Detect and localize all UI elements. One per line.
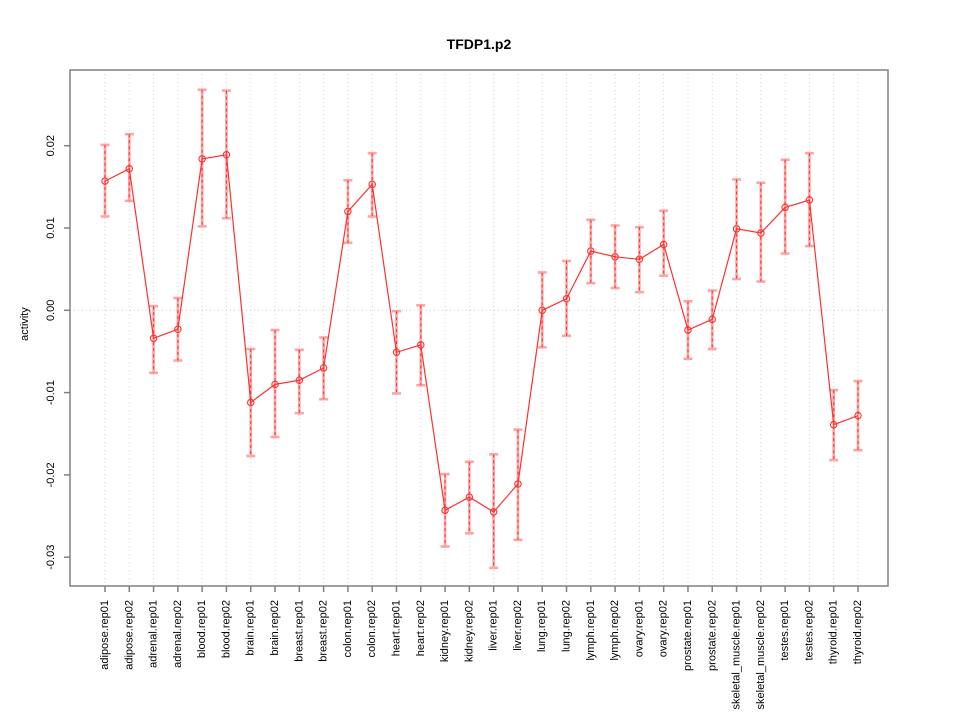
data-point: [805, 196, 814, 204]
x-tick-label: lung.rep02: [561, 600, 573, 652]
x-tick-label: thyroid.rep01: [828, 600, 840, 664]
data-point: [149, 334, 158, 343]
x-tick-label: adrenal.rep01: [148, 600, 160, 668]
x-tick-label: colon.rep01: [342, 600, 354, 658]
x-tick-label: adrenal.rep02: [172, 600, 184, 668]
x-tick-label: testes.rep01: [779, 600, 791, 661]
plot-frame: [69, 69, 889, 587]
y-axis-label: activity: [19, 307, 31, 341]
x-tick-label: heart.rep01: [390, 600, 402, 656]
x-tick-label: heart.rep02: [415, 600, 427, 656]
x-tick-label: lung.rep01: [536, 600, 548, 652]
y-tick-label: 0.01: [45, 217, 57, 238]
data-point: [417, 341, 425, 349]
data-point: [368, 180, 376, 189]
data-point: [222, 151, 231, 159]
error-bars: [100, 88, 863, 570]
x-tick-label: adipose.rep02: [123, 600, 135, 670]
y-tick-label: 0.02: [45, 135, 57, 156]
y-tick-label: -0.02: [45, 462, 57, 487]
data-point: [514, 480, 522, 488]
y-tick-label: 0.00: [45, 300, 57, 321]
x-tick-label: colon.rep02: [366, 600, 378, 658]
series-line: [104, 154, 859, 513]
x-tick-label: skeletal_muscle.rep01: [731, 600, 743, 709]
error-stems: [104, 89, 859, 568]
data-point: [854, 411, 862, 420]
data-point: [271, 380, 279, 389]
y-tick-label: -0.01: [45, 380, 57, 405]
data-point: [125, 165, 134, 173]
x-tick-label: testes.rep02: [803, 600, 815, 661]
data-point: [538, 306, 546, 315]
x-tick-label: liver.rep01: [488, 600, 500, 651]
x-tick-label: ovary.rep01: [633, 600, 645, 657]
data-point: [246, 398, 255, 407]
data-point: [732, 225, 741, 233]
data-point: [465, 493, 474, 501]
x-tick-label: brain.rep01: [245, 600, 257, 656]
data-point: [684, 326, 692, 334]
x-tick-label: kidney.rep02: [463, 600, 475, 662]
data-point: [562, 295, 571, 303]
x-tick-label: ovary.rep02: [658, 600, 670, 657]
data-point: [757, 229, 765, 237]
chart-title: TFDP1.p2: [446, 36, 512, 52]
y-axis: -0.03 -0.02 -0.01 0.00 0.01 0.02: [45, 135, 70, 570]
x-axis: adipose.rep01 adipose.rep02 adrenal.rep01 a…: [99, 586, 864, 709]
data-point: [198, 155, 206, 163]
x-tick-label: liver.rep02: [512, 600, 524, 651]
data-point: [319, 364, 328, 372]
data-point: [344, 207, 352, 216]
x-tick-label: blood.rep01: [196, 600, 208, 658]
data-point: [708, 315, 717, 324]
data-point: [174, 325, 182, 333]
y-tick-label: -0.03: [45, 545, 57, 570]
x-tick-label: lymph.rep01: [585, 600, 597, 661]
data-point: [101, 177, 109, 185]
x-tick-label: breast.rep01: [293, 600, 305, 662]
x-tick-label: skeletal_muscle.rep02: [755, 600, 767, 709]
data-point: [441, 506, 449, 515]
x-tick-label: prostate.rep01: [682, 600, 694, 671]
x-tick-label: brain.rep02: [269, 600, 281, 656]
data-point: [829, 420, 838, 429]
data-point: [611, 253, 619, 261]
x-tick-label: kidney.rep01: [439, 600, 451, 662]
x-tick-label: prostate.rep02: [706, 600, 718, 671]
data-point: [489, 508, 498, 516]
data-point: [659, 240, 668, 249]
data-point: [635, 255, 644, 264]
x-tick-label: thyroid.rep02: [852, 600, 864, 664]
x-tick-label: blood.rep02: [220, 600, 232, 658]
x-tick-label: lymph.rep02: [609, 600, 621, 661]
data-point: [392, 348, 401, 357]
x-tick-label: breast.rep02: [318, 600, 330, 662]
data-point: [295, 376, 304, 385]
x-tick-label: adipose.rep01: [99, 600, 111, 670]
data-points: [101, 151, 862, 516]
gridlines: [104, 70, 859, 586]
data-point: [781, 203, 789, 212]
data-point: [587, 247, 595, 255]
